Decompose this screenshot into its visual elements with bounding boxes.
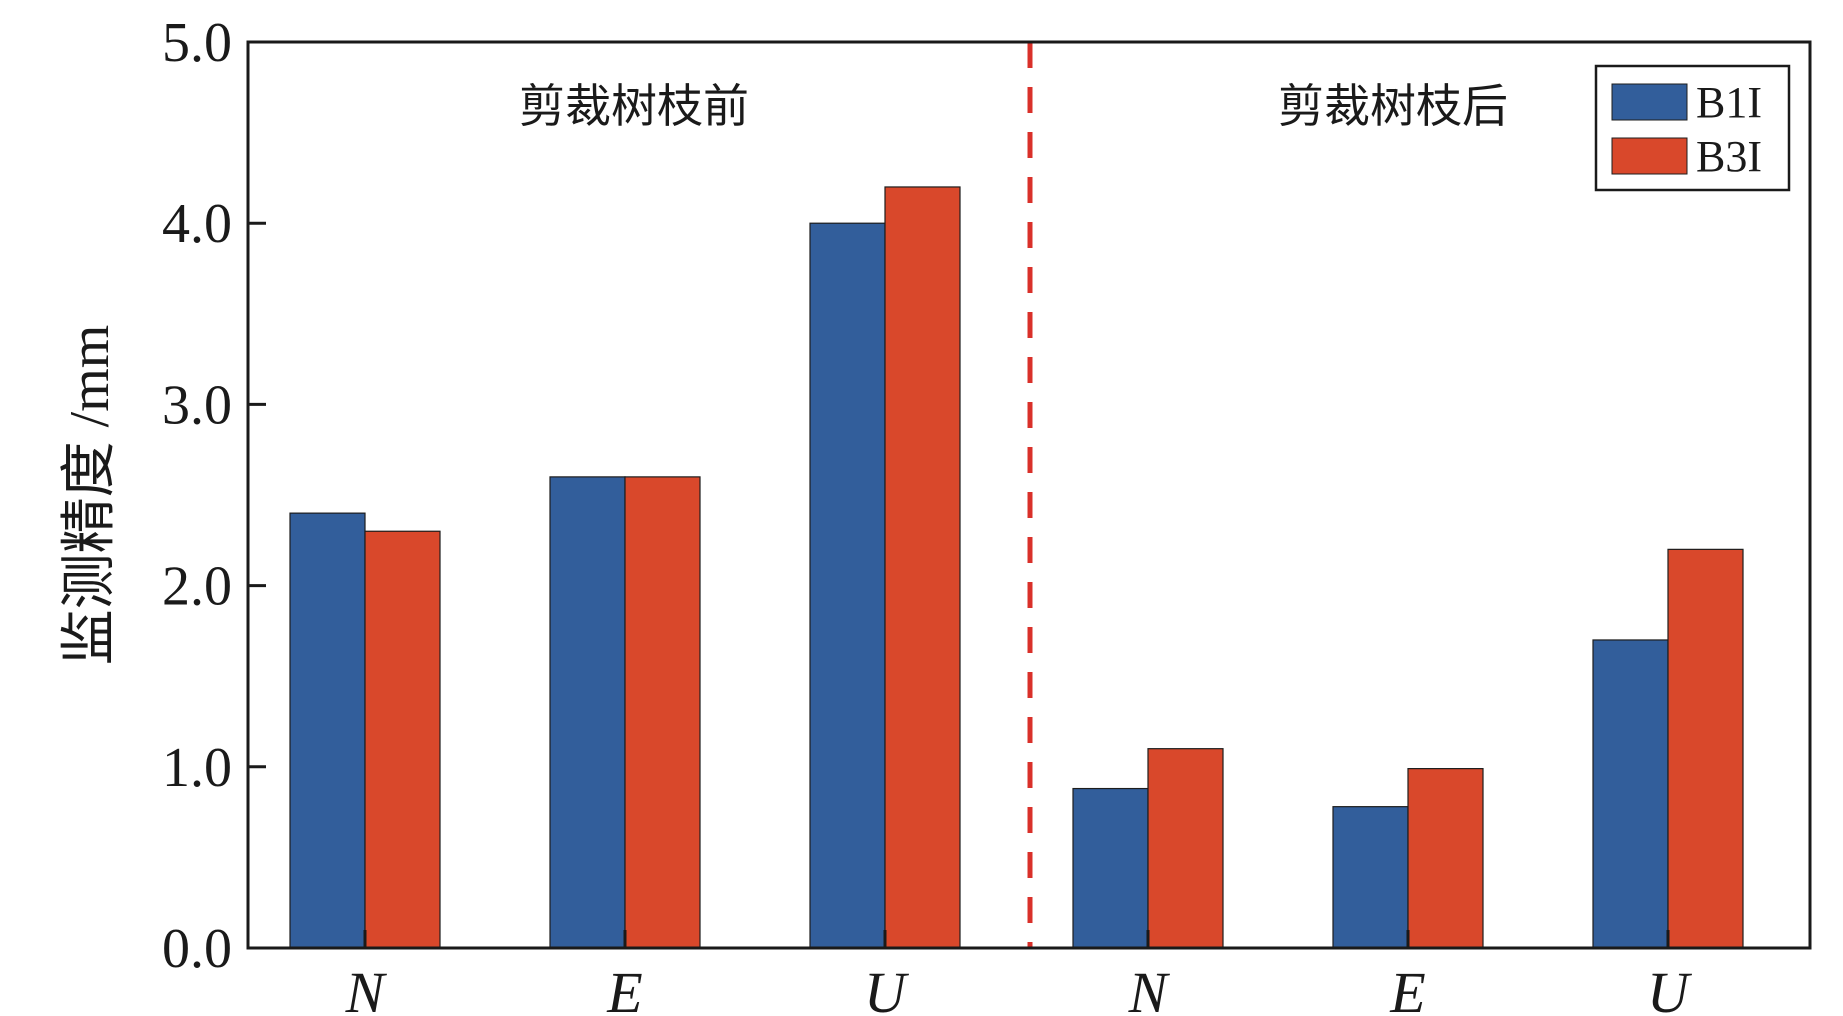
- bar-b1i-n-after: [1072, 787, 1149, 949]
- y-tick-label: 5.0: [162, 12, 232, 74]
- y-tick-label: 1.0: [162, 737, 232, 799]
- y-tick-label: 3.0: [162, 374, 232, 436]
- y-axis: 0.0 1.0 2.0 3.0 4.0 5.0: [162, 12, 266, 980]
- bar-b3i-n-before: [364, 530, 441, 949]
- bar-b1i-u-after: [1592, 639, 1669, 949]
- legend-label-b3i: B3I: [1696, 132, 1762, 181]
- bar-b3i-u-before: [884, 186, 961, 949]
- x-tick-label: E: [1389, 960, 1425, 1016]
- y-tick-label: 2.0: [162, 556, 232, 618]
- x-tick-label: E: [606, 960, 642, 1016]
- x-tick-label: N: [1128, 960, 1171, 1016]
- y-axis-label: 监测精度 /mm: [59, 325, 121, 666]
- bar-b3i-u-after: [1667, 548, 1744, 949]
- bar-b3i-n-after: [1147, 748, 1224, 949]
- y-tick-label: 0.0: [162, 918, 232, 980]
- y-tick-label: 4.0: [162, 193, 232, 255]
- bar-b1i-e-before: [549, 476, 626, 949]
- plot-frame: [246, 40, 1812, 950]
- bar-b1i-u-before: [809, 222, 886, 949]
- bar-b1i-n-before: [289, 512, 366, 949]
- legend-swatch-b3i: [1611, 137, 1688, 175]
- legend-label-b1i: B1I: [1696, 78, 1762, 127]
- bar-b1i-e-after: [1332, 806, 1409, 949]
- x-tick-label: U: [1647, 960, 1693, 1016]
- group-label-after: 剪裁树枝后: [1278, 81, 1508, 132]
- bars-layer: [289, 186, 1744, 949]
- bar-b3i-e-before: [624, 476, 701, 949]
- x-tick-label: U: [864, 960, 910, 1016]
- bar-b3i-e-after: [1407, 768, 1484, 949]
- x-tick-label: N: [345, 960, 388, 1016]
- legend-swatch-b1i: [1611, 83, 1688, 121]
- group-label-before: 剪裁树枝前: [519, 81, 749, 132]
- legend: B1I B3I: [1594, 64, 1791, 192]
